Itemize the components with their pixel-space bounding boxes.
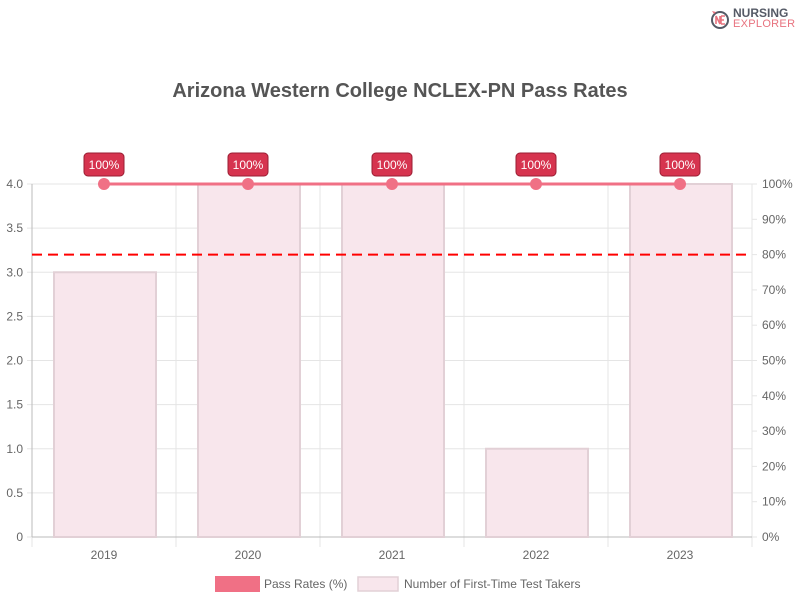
data-label-box	[227, 152, 269, 177]
bar-2020	[197, 183, 301, 538]
y-right-tick-label: 90%	[762, 212, 786, 226]
bar-2023	[629, 183, 733, 538]
legend-swatch-test-takers	[357, 576, 399, 592]
pass-rate-point-2021	[386, 178, 398, 190]
bar-2022	[485, 447, 589, 538]
data-label-box	[659, 152, 701, 177]
logo-line1: NURSING	[733, 6, 789, 20]
legend-swatch-pass-rates	[215, 576, 260, 592]
y-right-tick-label: 50%	[762, 354, 786, 368]
data-label-box	[515, 152, 557, 177]
data-label: 100%	[521, 158, 552, 172]
y-right-tick-label: 10%	[762, 495, 786, 509]
y-right-tick-label: 30%	[762, 424, 786, 438]
y-right-tick-label: 70%	[762, 283, 786, 297]
x-tick-label: 2022	[523, 548, 550, 562]
logo: NURSING EXPLORER	[710, 6, 796, 30]
legend-label-pass-rates: Pass Rates (%)	[264, 577, 347, 591]
pass-rate-point-2020	[242, 178, 254, 190]
pass-rate-point-2022	[530, 178, 542, 190]
y-right-tick-label: 40%	[762, 389, 786, 403]
y-right-tick-label: 20%	[762, 459, 786, 473]
y-left-tick-label: 2.0	[6, 354, 23, 368]
data-label: 100%	[665, 158, 696, 172]
y-left-tick-label: 3.0	[6, 265, 23, 279]
y-right-tick-label: 80%	[762, 248, 786, 262]
y-right-tick-label: 0%	[762, 530, 780, 544]
legend-label-test-takers: Number of First-Time Test Takers	[404, 577, 580, 591]
data-label-box	[83, 152, 125, 177]
y-left-tick-label: 1.5	[6, 398, 23, 412]
data-label: 100%	[233, 158, 264, 172]
logo-line2: EXPLORER	[733, 18, 796, 30]
x-tick-label: 2019	[91, 548, 118, 562]
data-label: 100%	[89, 158, 120, 172]
y-left-tick-label: 2.5	[6, 309, 23, 323]
x-tick-label: 2021	[379, 548, 406, 562]
nursing-explorer-logo-icon	[711, 11, 729, 29]
y-left-tick-label: 3.5	[6, 221, 23, 235]
x-tick-label: 2023	[667, 548, 694, 562]
y-left-tick-label: 4.0	[6, 177, 23, 191]
data-label-box	[371, 152, 413, 177]
bar-2019	[53, 271, 157, 538]
y-left-tick-label: 0.5	[6, 486, 23, 500]
x-tick-label: 2020	[235, 548, 262, 562]
y-right-tick-label: 100%	[762, 177, 793, 191]
y-left-tick-label: 1.0	[6, 442, 23, 456]
chart-title: Arizona Western College NCLEX-PN Pass Ra…	[172, 80, 628, 102]
y-right-tick-label: 60%	[762, 318, 786, 332]
pass-rate-point-2019	[98, 178, 110, 190]
y-left-tick-label: 0	[16, 530, 23, 544]
data-label: 100%	[377, 158, 408, 172]
bar-2021	[341, 183, 445, 538]
pass-rate-point-2023	[674, 178, 686, 190]
